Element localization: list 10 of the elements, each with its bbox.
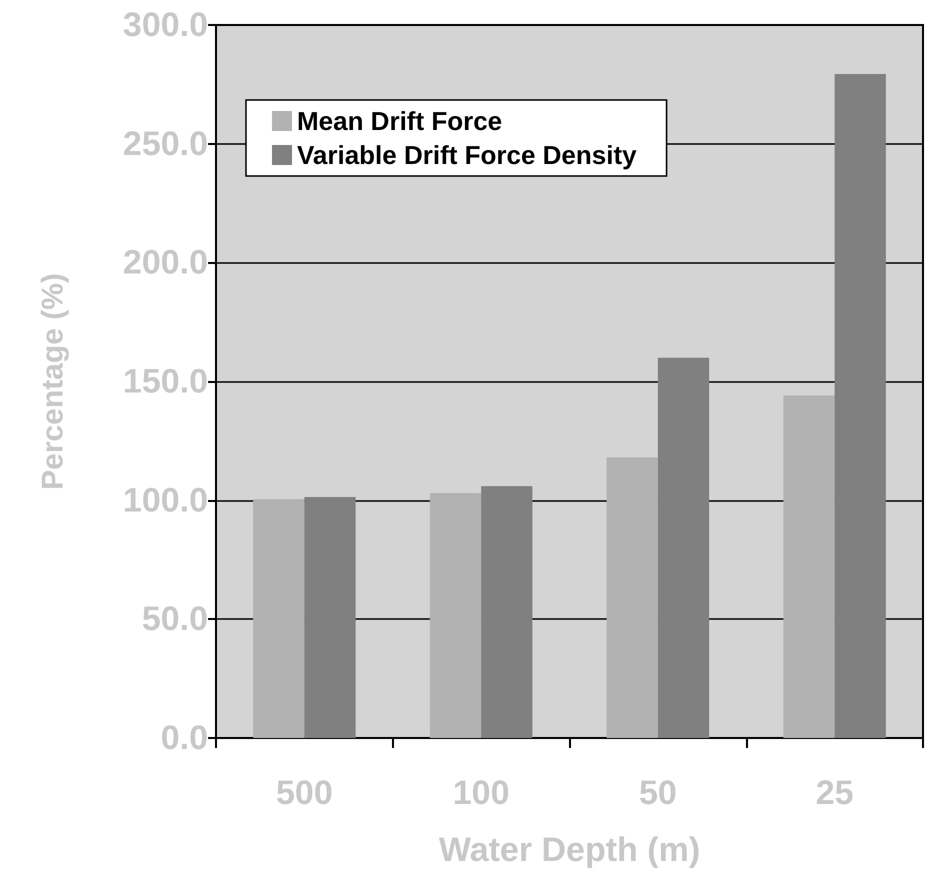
bar bbox=[481, 486, 532, 738]
bar bbox=[606, 457, 658, 738]
bar bbox=[253, 499, 304, 738]
bar bbox=[304, 497, 356, 738]
legend-label: Mean Drift Force bbox=[297, 106, 502, 136]
bar bbox=[834, 74, 886, 738]
bar bbox=[430, 492, 482, 738]
bar bbox=[783, 396, 835, 738]
legend-label: Variable Drift Force Density bbox=[297, 140, 638, 170]
bar bbox=[658, 358, 710, 738]
